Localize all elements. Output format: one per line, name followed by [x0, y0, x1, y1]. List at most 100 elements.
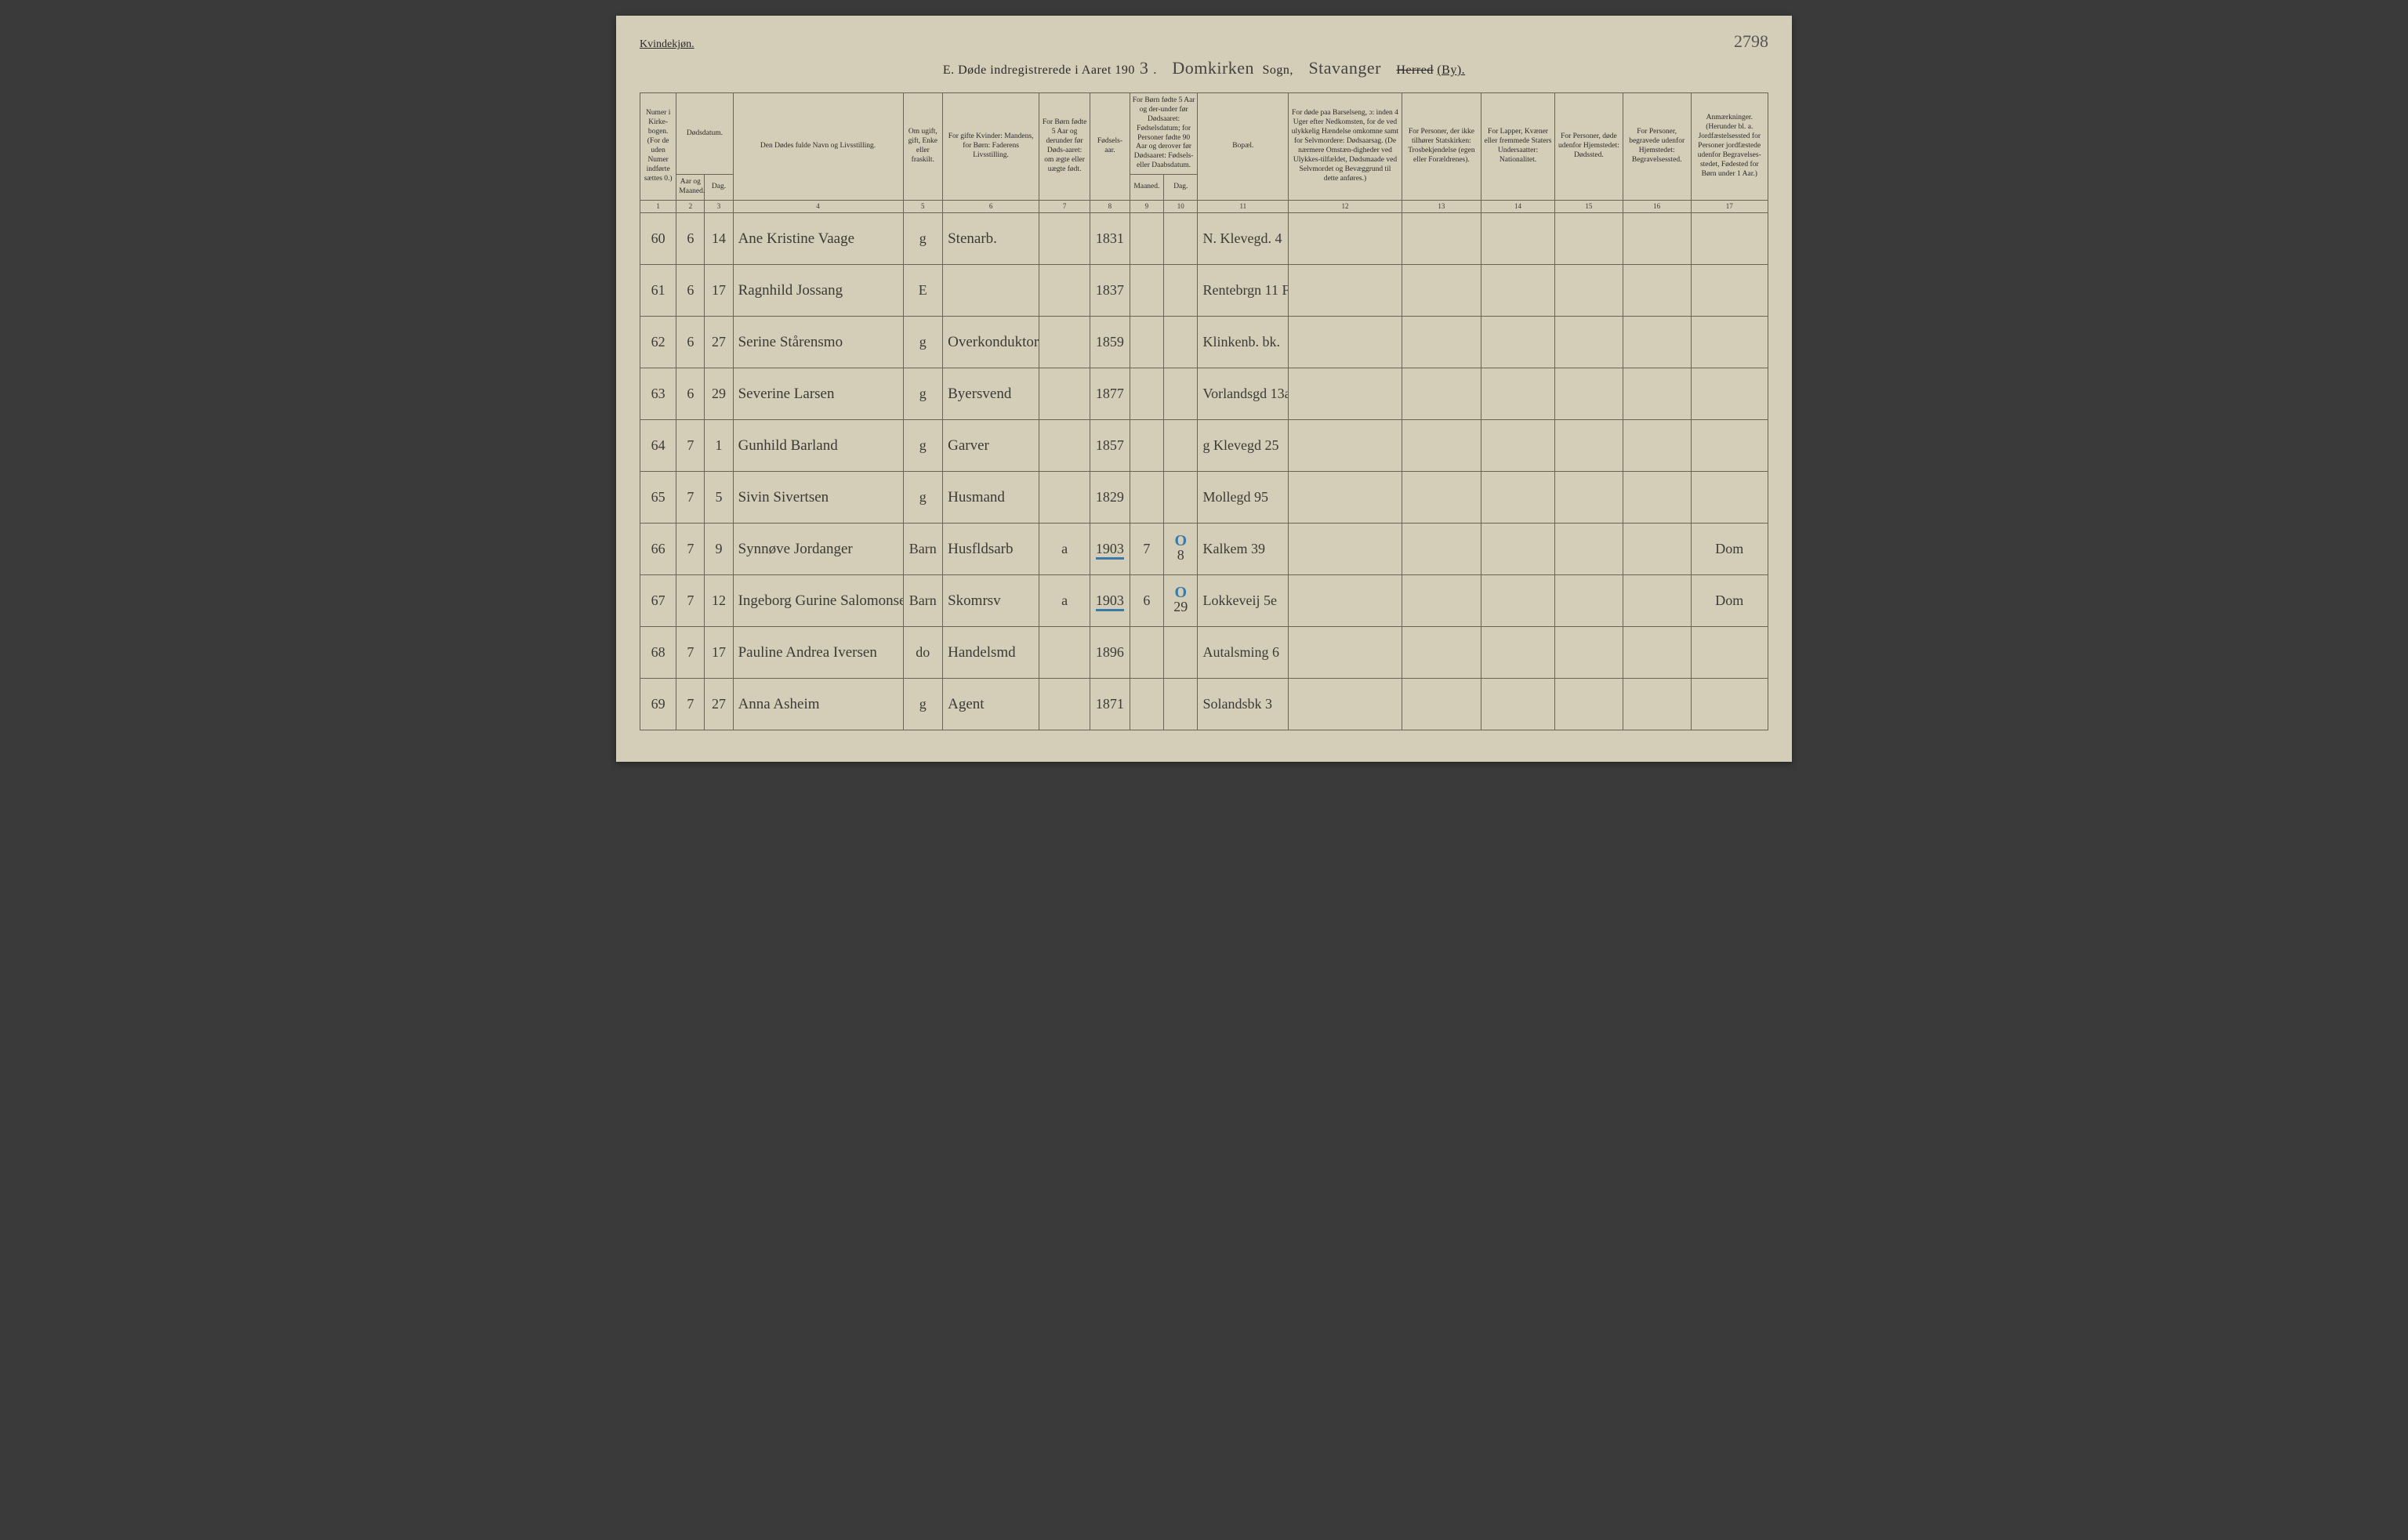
col-6: For gifte Kvinder: Mandens, for Børn: Fa… [943, 93, 1039, 201]
col-9-10: For Børn fødte 5 Aar og der-under før Dø… [1130, 93, 1198, 175]
cell-birth-day [1164, 472, 1198, 524]
colnum: 16 [1623, 200, 1691, 212]
cell: 62 [640, 317, 676, 368]
cell: Anna Asheim [733, 679, 903, 730]
cell: Barn [903, 524, 943, 575]
cell [1039, 420, 1090, 472]
cell [1289, 368, 1402, 420]
herred-handwritten: Stavanger [1304, 58, 1385, 78]
table-row: 6575Sivin SivertsengHusmand1829Mollegd 9… [640, 472, 1768, 524]
cell: 7 [676, 627, 705, 679]
cell: N. Klevegd. 4 [1198, 213, 1289, 265]
cell [1481, 679, 1555, 730]
cell [1555, 368, 1623, 420]
cell: 29 [705, 368, 733, 420]
cell [1623, 368, 1691, 420]
cell: Ingeborg Gurine Salomonsen [733, 575, 903, 627]
cell: 17 [705, 265, 733, 317]
cell: Dom [1691, 524, 1768, 575]
cell [1130, 317, 1163, 368]
col-1: Numer i Kirke-bogen. (For de uden Numer … [640, 93, 676, 201]
cell: 65 [640, 472, 676, 524]
cell [1481, 213, 1555, 265]
cell [1623, 265, 1691, 317]
cell: 14 [705, 213, 733, 265]
register-table: Numer i Kirke-bogen. (For de uden Numer … [640, 92, 1768, 730]
table-row: 67712Ingeborg Gurine SalomonsenBarnSkomr… [640, 575, 1768, 627]
cell: Gunhild Barland [733, 420, 903, 472]
cell: 9 [705, 524, 733, 575]
cell [1289, 524, 1402, 575]
cell-birth-year: 1903 [1090, 524, 1130, 575]
cell: 12 [705, 575, 733, 627]
cell: Sivin Sivertsen [733, 472, 903, 524]
table-row: 69727Anna AsheimgAgent1871Solandsbk 3 [640, 679, 1768, 730]
cell: Mollegd 95 [1198, 472, 1289, 524]
cell [1402, 524, 1481, 575]
top-row: Kvindekjøn. 2798 [640, 31, 1768, 52]
cell [1623, 420, 1691, 472]
cell: g Klevegd 25 [1198, 420, 1289, 472]
cell: 7 [676, 524, 705, 575]
cell: 60 [640, 213, 676, 265]
cell: 64 [640, 420, 676, 472]
cell [1555, 213, 1623, 265]
cell [1481, 265, 1555, 317]
cell: Rentebrgn 11 Fr. Sygehuset [1198, 265, 1289, 317]
cell [1691, 472, 1768, 524]
colnum: 2 [676, 200, 705, 212]
cell-birth-day: O8 [1164, 524, 1198, 575]
col-5: Om ugift, gift, Enke eller fraskilt. [903, 93, 943, 201]
col-10: Dag. [1164, 175, 1198, 201]
cell: 6 [1130, 575, 1163, 627]
cell: 6 [676, 265, 705, 317]
cell-birth-year: 1871 [1090, 679, 1130, 730]
table-head: Numer i Kirke-bogen. (For de uden Numer … [640, 93, 1768, 213]
cell: Ragnhild Jossang [733, 265, 903, 317]
cell: 6 [676, 368, 705, 420]
cell [1289, 213, 1402, 265]
cell: g [903, 213, 943, 265]
cell [1555, 524, 1623, 575]
cell: 7 [676, 420, 705, 472]
cell [1691, 368, 1768, 420]
cell: Garver [943, 420, 1039, 472]
cell [1289, 679, 1402, 730]
col-8: Fødsels-aar. [1090, 93, 1130, 201]
cell [1555, 575, 1623, 627]
table-row: 62627Serine StårensmogOverkonduktor1859K… [640, 317, 1768, 368]
cell [1691, 265, 1768, 317]
cell [1039, 679, 1090, 730]
cell [1623, 524, 1691, 575]
cell: 27 [705, 679, 733, 730]
cell: E [903, 265, 943, 317]
cell: do [903, 627, 943, 679]
cell: 1 [705, 420, 733, 472]
cell: Barn [903, 575, 943, 627]
gender-label: Kvindekjøn. [640, 38, 694, 51]
col-16: For Personer, begravede udenfor Hjemsted… [1623, 93, 1691, 201]
cell: Lokkeveij 5e [1198, 575, 1289, 627]
colnum: 1 [640, 200, 676, 212]
colnum: 12 [1289, 200, 1402, 212]
document-page: Kvindekjøn. 2798 E. Døde indregistrerede… [616, 16, 1792, 762]
colnum: 10 [1164, 200, 1198, 212]
cell: Kalkem 39 [1198, 524, 1289, 575]
cell [1623, 472, 1691, 524]
cell [1402, 213, 1481, 265]
cell [1130, 265, 1163, 317]
colnum: 13 [1402, 200, 1481, 212]
cell: Stenarb. [943, 213, 1039, 265]
cell-birth-day [1164, 317, 1198, 368]
col-4: Den Dødes fulde Navn og Livsstilling. [733, 93, 903, 201]
cell [1481, 524, 1555, 575]
cell [1481, 317, 1555, 368]
cell [1289, 472, 1402, 524]
col-9: Maaned. [1130, 175, 1163, 201]
colnum: 8 [1090, 200, 1130, 212]
colnum: 14 [1481, 200, 1555, 212]
cell [1289, 265, 1402, 317]
cell [1039, 627, 1090, 679]
cell [1402, 472, 1481, 524]
cell [1481, 627, 1555, 679]
